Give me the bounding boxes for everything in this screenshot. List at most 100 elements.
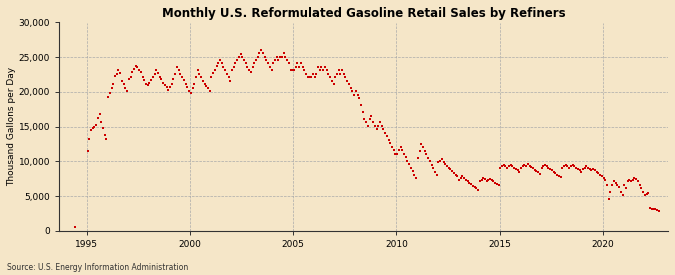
Point — [585, 167, 595, 171]
Point — [153, 71, 163, 75]
Point — [139, 78, 150, 82]
Point — [147, 75, 158, 79]
Point — [495, 165, 506, 170]
Point — [539, 163, 550, 167]
Point — [232, 58, 242, 62]
Point — [445, 167, 456, 171]
Point — [247, 65, 258, 69]
Point — [230, 61, 241, 66]
Point — [535, 172, 545, 176]
Point — [653, 209, 664, 214]
Point — [344, 82, 354, 87]
Point — [159, 83, 170, 87]
Point — [99, 133, 110, 137]
Point — [111, 72, 122, 76]
Point — [287, 68, 298, 73]
Point — [493, 183, 504, 187]
Point — [466, 182, 477, 186]
Point — [161, 85, 172, 89]
Point — [350, 89, 361, 94]
Point — [201, 84, 212, 89]
Point — [498, 163, 509, 167]
Point — [290, 65, 301, 69]
Point — [409, 172, 420, 177]
Point — [648, 206, 659, 211]
Point — [223, 75, 234, 79]
Point — [398, 152, 409, 156]
Point — [319, 65, 330, 69]
Point — [273, 58, 284, 62]
Point — [228, 65, 239, 69]
Point — [414, 149, 425, 153]
Point — [134, 67, 144, 72]
Point — [337, 68, 348, 73]
Point — [620, 186, 631, 191]
Point — [227, 68, 238, 73]
Point — [318, 68, 329, 73]
Point — [387, 145, 398, 149]
Point — [352, 92, 363, 97]
Point — [490, 181, 501, 185]
Point — [433, 160, 444, 164]
Point — [194, 72, 205, 76]
Point — [213, 60, 223, 65]
Point — [500, 164, 511, 168]
Point — [560, 163, 571, 167]
Point — [177, 75, 188, 79]
Point — [271, 54, 282, 59]
Point — [475, 179, 485, 184]
Point — [400, 155, 411, 160]
Point — [428, 166, 439, 170]
Point — [589, 168, 600, 173]
Point — [265, 65, 275, 69]
Point — [184, 88, 194, 93]
Point — [512, 168, 523, 173]
Point — [528, 166, 539, 170]
Point — [419, 149, 430, 153]
Point — [338, 72, 349, 76]
Point — [529, 167, 540, 172]
Point — [289, 68, 300, 73]
Point — [189, 82, 200, 87]
Point — [261, 58, 272, 62]
Point — [140, 81, 151, 86]
Point — [381, 134, 392, 139]
Point — [650, 207, 661, 211]
Point — [593, 171, 603, 175]
Point — [559, 164, 570, 168]
Point — [192, 68, 203, 73]
Point — [385, 141, 396, 145]
Point — [330, 75, 341, 79]
Point — [359, 117, 370, 121]
Point — [483, 178, 493, 182]
Point — [435, 158, 446, 163]
Point — [627, 178, 638, 182]
Point — [311, 72, 322, 76]
Point — [651, 208, 662, 212]
Point — [321, 68, 332, 73]
Point — [425, 159, 435, 164]
Point — [410, 176, 421, 180]
Point — [333, 68, 344, 73]
Point — [509, 165, 520, 170]
Point — [96, 120, 107, 125]
Point — [220, 68, 231, 73]
Point — [98, 126, 109, 130]
Point — [636, 186, 647, 191]
Point — [151, 68, 162, 73]
Point — [208, 71, 219, 75]
Point — [600, 178, 611, 182]
Point — [87, 126, 98, 130]
Point — [216, 61, 227, 66]
Point — [557, 165, 568, 170]
Point — [202, 86, 213, 91]
Point — [244, 68, 254, 73]
Point — [209, 67, 220, 72]
Point — [588, 167, 599, 171]
Point — [118, 82, 129, 87]
Point — [378, 127, 389, 132]
Point — [645, 206, 655, 210]
Point — [158, 81, 169, 85]
Point — [302, 75, 313, 79]
Point — [541, 164, 552, 168]
